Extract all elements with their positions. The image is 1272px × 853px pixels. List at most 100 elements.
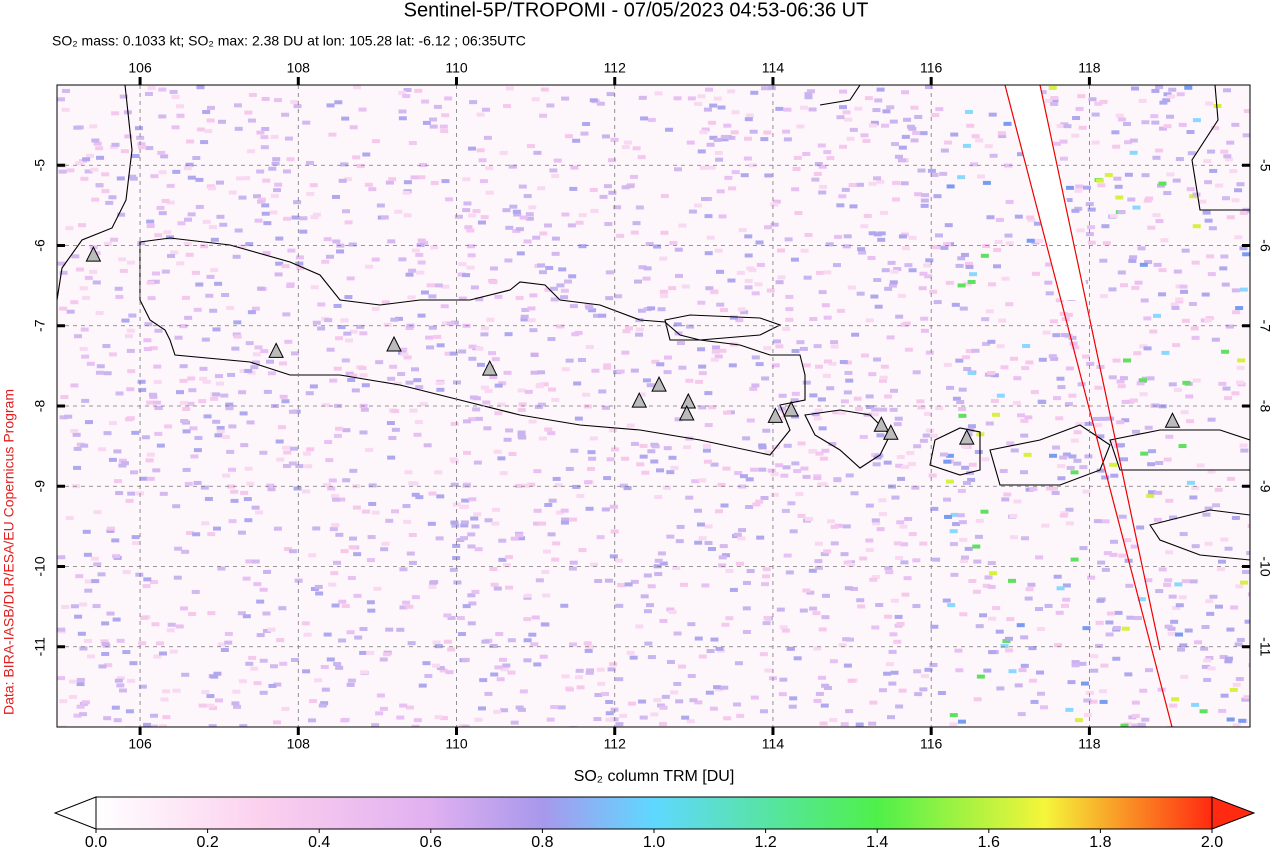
speckle-cell [515, 227, 524, 232]
speckle-cell [931, 113, 940, 118]
speckle-cell [1100, 663, 1109, 668]
speckle-cell [230, 489, 239, 494]
speckle-cell [138, 641, 147, 646]
speckle-cell [863, 213, 872, 218]
speckle-cell [473, 460, 482, 465]
speckle-cell [1163, 124, 1172, 129]
speckle-cell [883, 460, 892, 465]
speckle-cell [1147, 225, 1156, 230]
speckle-cell [576, 685, 585, 690]
speckle-cell [446, 321, 455, 326]
speckle-cell [883, 671, 892, 676]
speckle-cell [794, 211, 803, 216]
speckle-cell [341, 116, 350, 121]
speckle-cell [1065, 366, 1074, 371]
speckle-cell [426, 283, 435, 288]
speckle-cell [760, 137, 769, 142]
speckle-cell [725, 569, 734, 574]
speckle-cell [76, 682, 85, 687]
speckle-cell [829, 659, 838, 664]
speckle-cell [967, 424, 976, 429]
speckle-cell [415, 385, 424, 390]
speckle-cell [842, 524, 851, 529]
speckle-cell [647, 655, 656, 660]
speckle-cell [530, 352, 539, 357]
speckle-cell [1039, 705, 1048, 710]
speckle-cell [179, 364, 188, 369]
speckle-cell [333, 366, 342, 371]
speckle-cell [1063, 124, 1072, 129]
speckle-cell [472, 209, 481, 214]
speckle-cell [985, 421, 994, 426]
x-tick-label: 116 [920, 60, 943, 76]
speckle-cell [1220, 149, 1229, 154]
speckle-cell [125, 709, 134, 714]
speckle-cell [439, 124, 448, 129]
speckle-cell [815, 451, 824, 456]
speckle-cell [1112, 358, 1121, 363]
speckle-cell [491, 357, 500, 362]
speckle-cell [626, 423, 635, 428]
speckle-cell [417, 260, 426, 265]
speckle-cell [731, 170, 740, 175]
speckle-cell [638, 265, 647, 270]
speckle-cell [777, 275, 786, 280]
speckle-cell [1191, 544, 1200, 549]
speckle-cell [568, 274, 577, 279]
speckle-cell [1118, 553, 1127, 558]
speckle-cell [772, 339, 781, 344]
speckle-cell [325, 458, 334, 463]
speckle-cell [1235, 677, 1244, 682]
speckle-cell [959, 306, 968, 311]
speckle-cell [1163, 582, 1172, 587]
speckle-cell [821, 683, 830, 688]
speckle-cell [986, 215, 995, 220]
speckle-cell [387, 455, 396, 460]
speckle-cell [873, 278, 882, 283]
speckle-cell [474, 717, 483, 722]
speckle-cell [212, 392, 221, 397]
speckle-cell [838, 643, 847, 648]
speckle-cell [70, 428, 79, 433]
speckle-cell [187, 212, 196, 217]
speckle-cell [126, 387, 135, 392]
speckle-cell [408, 268, 417, 273]
speckle-cell [893, 267, 902, 272]
speckle-cell [68, 694, 77, 699]
speckle-cell [505, 225, 514, 230]
speckle-cell [749, 386, 758, 391]
speckle-cell [1176, 92, 1185, 97]
speckle-cell [1025, 587, 1034, 592]
speckle-cell [1212, 503, 1221, 508]
speckle-cell [804, 95, 813, 100]
speckle-cell [566, 687, 575, 692]
speckle-cell [239, 369, 248, 374]
speckle-cell [998, 318, 1007, 323]
speckle-cell [1052, 141, 1061, 146]
speckle-cell [131, 154, 140, 159]
speckle-cell [1180, 674, 1189, 679]
speckle-cell [967, 477, 976, 482]
speckle-cell [451, 523, 460, 528]
speckle-cell [1116, 379, 1125, 384]
speckle-cell [156, 205, 165, 210]
speckle-cell [1096, 598, 1105, 603]
speckle-cell [806, 590, 815, 595]
speckle-cell [823, 270, 832, 275]
speckle-cell [462, 208, 471, 213]
speckle-cell [1052, 333, 1061, 338]
speckle-cell [1145, 196, 1154, 201]
speckle-cell [698, 536, 707, 541]
speckle-cell [560, 520, 569, 525]
speckle-cell [1044, 603, 1053, 608]
speckle-cell [394, 316, 403, 321]
speckle-cell [1052, 445, 1061, 450]
speckle-cell [657, 703, 666, 708]
speckle-cell [865, 547, 874, 552]
speckle-cell [568, 566, 577, 571]
speckle-cell [713, 96, 722, 101]
speckle-cell [1105, 620, 1114, 625]
speckle-cell [1231, 515, 1240, 520]
speckle-cell [302, 120, 311, 125]
coast-madura [664, 314, 782, 341]
